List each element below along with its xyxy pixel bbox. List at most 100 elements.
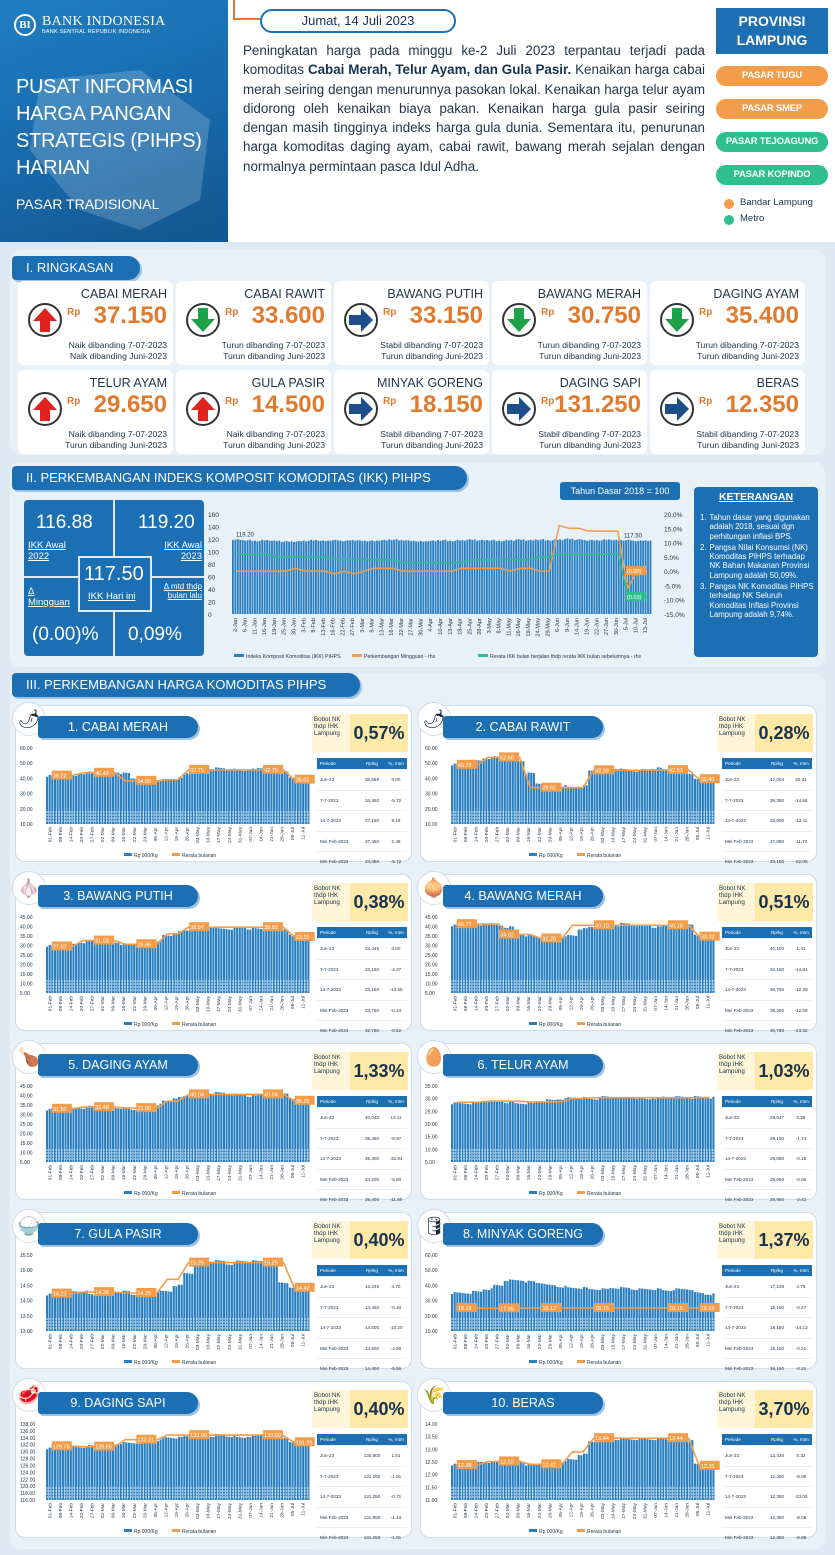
price-bar (267, 1265, 270, 1331)
x-tick-label: 07-Jun (248, 1334, 254, 1349)
x-tick-label: 19-Jun (585, 618, 591, 635)
price-bar (519, 934, 522, 993)
table-cell: -5.72 (390, 797, 402, 803)
price-bar (540, 1465, 543, 1500)
ikk-bar (476, 540, 479, 614)
ikk-bar (532, 540, 535, 614)
price-bar (119, 774, 123, 824)
avg-label: 129.78 (53, 1444, 70, 1450)
market-pill[interactable]: PASAR KOPINDO (716, 165, 828, 185)
price-bar (688, 924, 691, 993)
price-bar (466, 763, 469, 824)
price-bar (651, 1439, 654, 1500)
price-bar (638, 1438, 641, 1500)
price-bar (683, 923, 686, 993)
x-tick-label: 16-Mar (121, 1334, 127, 1350)
x-tick-label: 16-Mar (121, 996, 127, 1012)
ikk-bar (251, 541, 254, 614)
price-bar (262, 1094, 265, 1162)
y-tick-label: 60 (208, 575, 216, 582)
price-bar (109, 942, 112, 993)
price-bar (712, 936, 715, 993)
price-bar (699, 1096, 702, 1162)
price-bar (693, 1463, 696, 1500)
avg-label: 18.18 (458, 1306, 472, 1312)
price-bar (564, 1098, 567, 1162)
price-bar (561, 1462, 564, 1500)
x-tick-label: 21-Jun (674, 1334, 680, 1349)
price-bar (204, 1261, 207, 1331)
x-tick-label: 19-Apr (579, 827, 585, 842)
ikk-stats-block: 116.88 IKK Awal 2022 119.20 IKK Awal 202… (24, 500, 204, 656)
price-bar (61, 1447, 64, 1500)
price-bar (283, 929, 286, 993)
table-cell: Periode (725, 1268, 741, 1273)
price-bar (104, 1293, 107, 1331)
table-cell: 17,148 (769, 1284, 785, 1290)
price-bar (143, 1441, 146, 1500)
table-cell: -8.09 (795, 1535, 807, 1541)
price-bar (85, 772, 88, 824)
price-bar (530, 934, 533, 993)
table-cell: Mei Feb-2023 (725, 1345, 754, 1351)
summary-card: BERAS Rp 12.350 Stabil dibanding 7-07-2023 T… (650, 370, 805, 454)
ikk-bar (236, 539, 239, 614)
price-bar (659, 1097, 662, 1162)
price-bar (106, 1445, 109, 1500)
price-bar (522, 761, 525, 824)
market-pill[interactable]: PASAR TUGU (716, 66, 828, 86)
market-pill[interactable]: PASAR SMEP (716, 99, 828, 119)
price-bar (535, 1282, 538, 1331)
table-cell: 14-7-2023 (320, 1156, 341, 1162)
avg-label-badge (94, 1441, 115, 1451)
price-bar (511, 1461, 514, 1500)
price-bar (217, 1092, 220, 1162)
x-tick-label: 10-May (206, 826, 212, 843)
bobot-value: 1,37% (755, 1221, 813, 1259)
price-bar (127, 773, 130, 824)
commodity-panel: 🧅 4. BAWANG MERAH Bobot NK thdp IHK Lampun… (417, 871, 817, 1042)
price-bar (241, 1261, 244, 1331)
price-bar (230, 929, 233, 993)
x-tick-label: 12-Apr (163, 827, 169, 842)
price-bar (294, 1442, 297, 1500)
avg-label-badge (263, 764, 284, 774)
x-tick-label: 10-May (611, 995, 617, 1012)
price-bar (90, 1105, 93, 1162)
price-bar (207, 769, 210, 824)
y-tick-label: 25.00 (425, 1109, 438, 1115)
market-pill[interactable]: PASAR TEJOAGUNG (716, 132, 828, 152)
bobot-value: 0,28% (755, 714, 813, 752)
y-tick-label: 10.00 (425, 982, 438, 988)
table-cell: 34,200 (364, 1176, 380, 1182)
price-bar (72, 1107, 75, 1162)
x-tick-label: 17-May (216, 1164, 222, 1181)
price-bar (125, 772, 128, 824)
price-bar (148, 1294, 152, 1331)
ikk-mingguan-value: (0.00)% (32, 624, 99, 645)
price-bar (458, 925, 462, 993)
x-tick-label: 4-Apr (428, 618, 434, 632)
commodity-chart: 45.0040.0035.0030.0025.0020.0015.0010.00… (20, 1084, 315, 1197)
price-bar (569, 1097, 572, 1162)
y2-tick-label: 0.0% (664, 569, 679, 576)
y-tick-label: 15.00 (425, 972, 438, 978)
price-bar (273, 1263, 276, 1331)
x-tick-label: 01-Feb (452, 1503, 458, 1519)
price-bar (164, 1100, 167, 1162)
price-bar (659, 767, 662, 824)
avg-label-badge (189, 1089, 210, 1099)
x-tick-label: 27-Feb (90, 1503, 96, 1519)
x-tick-label: 20-Feb (484, 827, 490, 843)
ikk-bar (271, 540, 273, 614)
price-bar (522, 1280, 525, 1331)
table-cell: -12.09 (794, 1007, 808, 1013)
price-bar (251, 768, 255, 824)
price-bar (688, 773, 691, 824)
x-tick-label: 24-May (227, 1502, 233, 1519)
price-bar (191, 931, 194, 993)
price-bar (477, 760, 480, 824)
arrow-down-icon (660, 303, 694, 337)
avg-label: 18.15 (595, 1306, 609, 1312)
bobot-label: Bobot NK thdp IHK Lampung (312, 1390, 350, 1428)
